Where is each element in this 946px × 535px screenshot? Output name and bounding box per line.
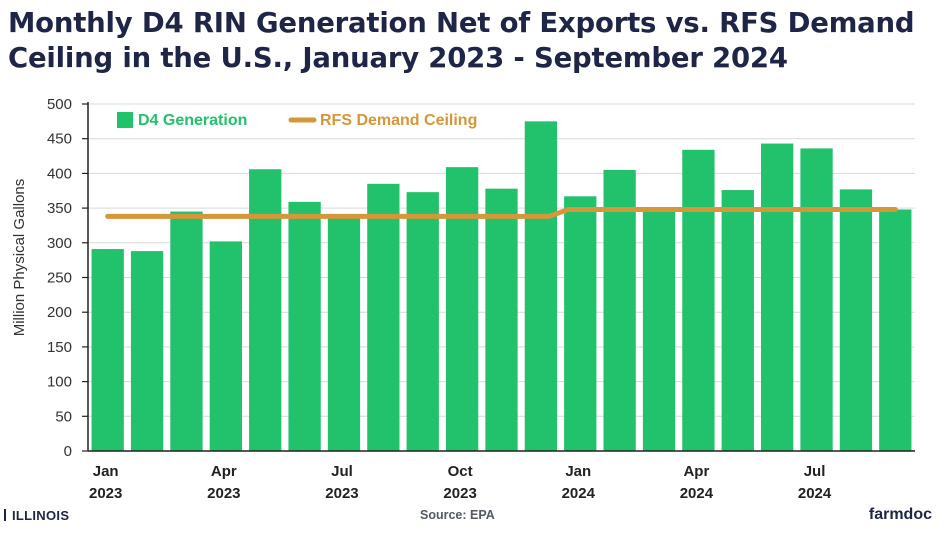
bar bbox=[721, 190, 754, 451]
x-tick-year: 2023 bbox=[207, 485, 240, 502]
x-tick-year: 2024 bbox=[798, 485, 832, 502]
x-tick-month: Jul bbox=[331, 463, 353, 480]
tick-labels: 0 50 100 150 200 250 300 350 400 450 500 Jan 2023 Apr… bbox=[47, 96, 832, 502]
y-tick-label: 250 bbox=[47, 270, 72, 287]
y-tick-label: 450 bbox=[47, 131, 72, 148]
y-tick-label: 300 bbox=[47, 235, 72, 252]
x-tick-month: Jul bbox=[804, 463, 826, 480]
chart-title: Monthly D4 RIN Generation Net of Exports… bbox=[8, 7, 915, 74]
legend-swatch-d4 bbox=[117, 112, 133, 128]
axes bbox=[82, 102, 915, 452]
x-tick-month: Apr bbox=[683, 463, 709, 480]
x-tick-year: 2023 bbox=[89, 485, 122, 502]
legend-label-d4: D4 Generation bbox=[138, 112, 247, 129]
x-tick-month: Jan bbox=[565, 463, 591, 480]
bar bbox=[445, 167, 479, 452]
bar bbox=[91, 249, 124, 451]
bar-series bbox=[91, 121, 912, 452]
bar bbox=[642, 209, 676, 451]
legend-label-rfs: RFS Demand Ceiling bbox=[320, 112, 477, 129]
bar bbox=[603, 169, 636, 451]
x-tick-year: 2024 bbox=[562, 485, 596, 502]
y-tick-label: 200 bbox=[47, 304, 72, 321]
x-tick-month: Jan bbox=[93, 463, 119, 480]
bar bbox=[485, 188, 518, 451]
bar bbox=[406, 192, 439, 451]
y-tick-label: 150 bbox=[47, 339, 72, 356]
illinois-logo: ILLINOIS bbox=[4, 508, 69, 523]
y-tick-label: 50 bbox=[55, 408, 72, 425]
y-tick-label: 100 bbox=[47, 374, 72, 391]
y-tick-label: 500 bbox=[47, 96, 72, 113]
y-tick-label: 350 bbox=[47, 200, 72, 217]
chart: 0 50 100 150 200 250 300 350 400 450 500 Jan 2023 Apr… bbox=[11, 96, 915, 502]
line-series bbox=[105, 206, 898, 219]
y-tick-label: 400 bbox=[47, 165, 72, 182]
bar bbox=[761, 143, 794, 452]
demand-ceiling-line bbox=[105, 206, 898, 219]
bar bbox=[209, 241, 242, 451]
bar bbox=[800, 148, 833, 451]
bar bbox=[367, 183, 400, 451]
bar bbox=[249, 169, 282, 451]
x-tick-year: 2024 bbox=[680, 485, 714, 502]
legend: D4 Generation RFS Demand Ceiling bbox=[117, 112, 477, 129]
x-tick-month: Oct bbox=[448, 463, 473, 480]
x-tick-year: 2023 bbox=[443, 485, 476, 502]
bar bbox=[130, 251, 164, 451]
y-axis-label: Million Physical Gallons bbox=[11, 179, 28, 337]
bar bbox=[327, 217, 361, 451]
bar bbox=[564, 196, 597, 451]
y-tick-label: 0 bbox=[64, 443, 72, 460]
farmdoc-logo: farmdoc bbox=[868, 506, 932, 523]
source-note: Source: EPA bbox=[420, 508, 495, 522]
bar bbox=[682, 149, 715, 451]
bar bbox=[839, 189, 873, 451]
bar bbox=[170, 211, 203, 451]
bar bbox=[288, 201, 321, 451]
bar bbox=[879, 209, 912, 451]
x-tick-year: 2023 bbox=[325, 485, 358, 502]
x-tick-month: Apr bbox=[211, 463, 237, 480]
bar bbox=[524, 121, 558, 451]
